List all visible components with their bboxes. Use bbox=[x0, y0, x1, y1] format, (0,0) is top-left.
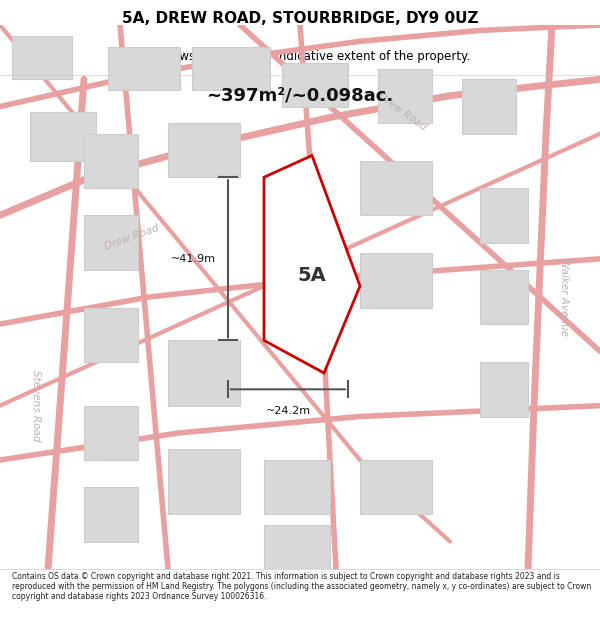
Polygon shape bbox=[264, 525, 330, 569]
Polygon shape bbox=[84, 406, 138, 460]
Polygon shape bbox=[378, 69, 432, 123]
Polygon shape bbox=[168, 341, 240, 406]
Text: Walker Avenue: Walker Avenue bbox=[559, 258, 569, 336]
Polygon shape bbox=[84, 308, 138, 362]
Polygon shape bbox=[264, 156, 360, 373]
Polygon shape bbox=[192, 47, 270, 90]
Text: ~24.2m: ~24.2m bbox=[265, 406, 311, 416]
Text: Map shows position and indicative extent of the property.: Map shows position and indicative extent… bbox=[130, 50, 470, 62]
Polygon shape bbox=[480, 362, 528, 416]
Polygon shape bbox=[84, 488, 138, 541]
Polygon shape bbox=[12, 36, 72, 79]
Text: Drew Road: Drew Road bbox=[376, 91, 428, 132]
Polygon shape bbox=[168, 449, 240, 514]
Polygon shape bbox=[360, 253, 432, 308]
Text: Stevens Road: Stevens Road bbox=[31, 370, 41, 441]
Polygon shape bbox=[30, 112, 96, 161]
Polygon shape bbox=[108, 47, 180, 90]
Polygon shape bbox=[282, 63, 348, 106]
Polygon shape bbox=[360, 460, 432, 514]
Text: 5A: 5A bbox=[298, 266, 326, 284]
Polygon shape bbox=[480, 270, 528, 324]
Text: 5A, DREW ROAD, STOURBRIDGE, DY9 0UZ: 5A, DREW ROAD, STOURBRIDGE, DY9 0UZ bbox=[122, 11, 478, 26]
Polygon shape bbox=[360, 161, 432, 215]
Text: Contains OS data © Crown copyright and database right 2021. This information is : Contains OS data © Crown copyright and d… bbox=[12, 571, 591, 601]
Polygon shape bbox=[264, 460, 330, 514]
Polygon shape bbox=[462, 79, 516, 134]
Text: Drew Road: Drew Road bbox=[104, 222, 160, 251]
Polygon shape bbox=[84, 134, 138, 188]
Polygon shape bbox=[84, 215, 138, 270]
Polygon shape bbox=[168, 123, 240, 177]
Text: ~41.9m: ~41.9m bbox=[171, 254, 216, 264]
Text: ~397m²/~0.098ac.: ~397m²/~0.098ac. bbox=[206, 87, 394, 104]
Polygon shape bbox=[480, 188, 528, 242]
